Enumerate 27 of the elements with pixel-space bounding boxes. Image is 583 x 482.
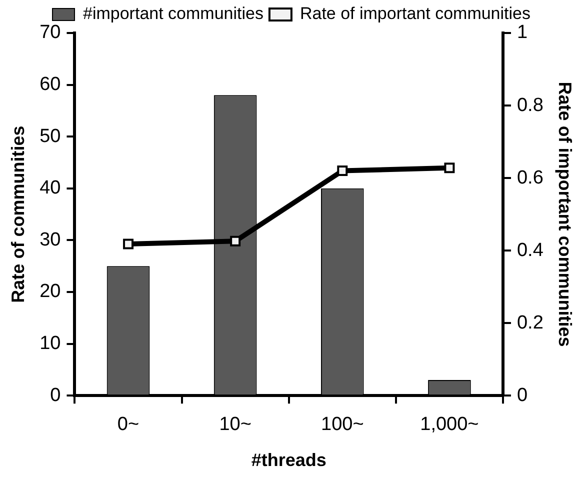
y2-tick-label: 0.6 [516, 167, 544, 188]
y-tick-label: 70 [40, 22, 61, 44]
y2-tick-label: 0 [516, 384, 528, 406]
y-tick-label: 0 [50, 384, 61, 406]
y2-tick-label: 0.2 [516, 312, 544, 334]
point [337, 166, 348, 176]
x-tick-label: 10~ [219, 414, 252, 436]
y2-axis-title: Rate of important communities [555, 82, 576, 347]
point [230, 236, 241, 246]
x-tick-label: 0~ [117, 414, 140, 436]
y-axis-title: Rate of communities [8, 126, 28, 303]
y-tick-label: 20 [40, 281, 61, 302]
y-tick-label: 50 [40, 126, 61, 147]
point [123, 238, 134, 250]
y-tick-label: 60 [40, 74, 61, 96]
y2-tick-label: 0.8 [516, 94, 544, 116]
point [444, 162, 455, 174]
y-tick-label: 30 [40, 229, 61, 250]
y2-tick-label: 0.4 [516, 240, 544, 261]
x-axis-title: #threads [251, 450, 326, 470]
x-tick-label: 100~ [320, 414, 364, 436]
y-tick-label: 10 [40, 333, 61, 354]
y-tick-label: 40 [40, 178, 61, 199]
x-tick-label: 1,000~ [420, 414, 479, 436]
y2-tick-label: 1 [516, 22, 528, 44]
legend-label: #important communities [83, 4, 264, 24]
legend-label: Rate of important communities [300, 4, 531, 24]
